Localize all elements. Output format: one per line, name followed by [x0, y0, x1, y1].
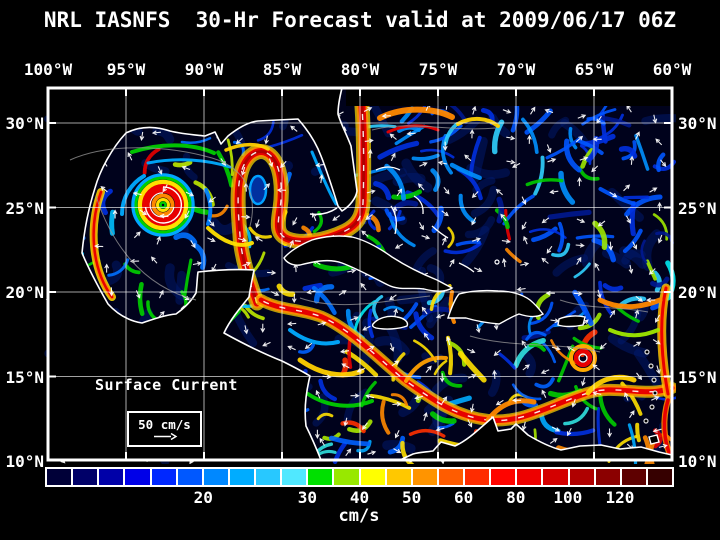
map-legend-title: Surface Current [95, 376, 238, 394]
colorbar-cell [491, 469, 516, 485]
lat-tick-label-right: 15°N [678, 367, 717, 387]
colorbar-tick-label: 20 [193, 488, 213, 507]
colorbar-cell [151, 469, 176, 485]
page-title: NRL IASNFS 30-Hr Forecast valid at 2009/… [43, 8, 677, 32]
colorbar-cell [595, 469, 620, 485]
grid-lines [48, 88, 672, 460]
colorbar-tick-label: 30 [297, 488, 318, 507]
colorbar-cell [412, 469, 437, 485]
colorbar-cell [177, 469, 202, 485]
lat-tick-label-right: 25°N [678, 198, 717, 218]
lat-tick-label-right: 10°N [678, 452, 717, 471]
lat-tick-label-left: 20°N [5, 283, 44, 302]
lon-tick-label: 90°W [184, 60, 224, 79]
current-scale-box: 50 cm/s [127, 411, 202, 447]
colorbar-cell [569, 469, 594, 485]
scale-label: 50 cm/s [138, 416, 191, 432]
colorbar-cell [308, 469, 333, 485]
colorbar-tick-label: 80 [506, 488, 526, 507]
lon-tick-label: 70°W [496, 60, 536, 79]
bathymetry-contours [69, 125, 649, 353]
surface-current-map [44, 86, 676, 464]
colorbar [45, 467, 674, 487]
colorbar-cell [125, 469, 150, 485]
colorbar-cell [73, 469, 98, 485]
lon-tick-label: 80°W [340, 60, 380, 79]
lon-tick-label: 75°W [418, 60, 458, 79]
colorbar-cell [282, 469, 307, 485]
colorbar-unit: cm/s [338, 506, 380, 526]
colorbar-tick-label: 60 [454, 488, 474, 507]
colorbar-cell [360, 469, 385, 485]
colorbar-cell [334, 469, 359, 485]
colorbar-cell [256, 469, 281, 485]
colorbar-cell [517, 469, 542, 485]
colorbar-tick-label: 100 [553, 488, 583, 507]
lat-tick-label-left: 10°N [5, 452, 44, 471]
coastlines [81, 87, 673, 461]
colorbar-cell [647, 469, 672, 485]
colorbar-cell [465, 469, 490, 485]
lon-tick-label: 95°W [106, 60, 146, 79]
lat-tick-label-right: 30°N [678, 114, 717, 133]
colorbar-cell [386, 469, 411, 485]
lat-tick-label-left: 25°N [5, 198, 44, 218]
colorbar-cell [438, 469, 463, 485]
colorbar-tick-label: 50 [401, 488, 422, 507]
colorbar-cell [229, 469, 254, 485]
lon-tick-label: 100°W [23, 60, 73, 79]
lat-tick-label-left: 30°N [5, 114, 44, 133]
map-border [46, 86, 674, 462]
lat-tick-label-left: 15°N [5, 367, 44, 387]
colorbar-cell [47, 469, 72, 485]
land [48, 88, 672, 460]
lon-tick-label: 85°W [262, 60, 302, 79]
colorbar-cell [99, 469, 124, 485]
colorbar-cell [543, 469, 568, 485]
colorbar-tick-label: 120 [605, 488, 635, 507]
colorbar-tick-label: 40 [349, 488, 370, 507]
lon-tick-label: 60°W [652, 60, 692, 79]
lon-tick-label: 65°W [574, 60, 614, 79]
colorbar-cell [621, 469, 646, 485]
major-currents [89, 98, 676, 458]
colorbar-cell [203, 469, 228, 485]
scale-arrow-icon [153, 432, 177, 440]
no-data-region [346, 88, 672, 106]
lat-tick-label-right: 20°N [678, 283, 717, 302]
